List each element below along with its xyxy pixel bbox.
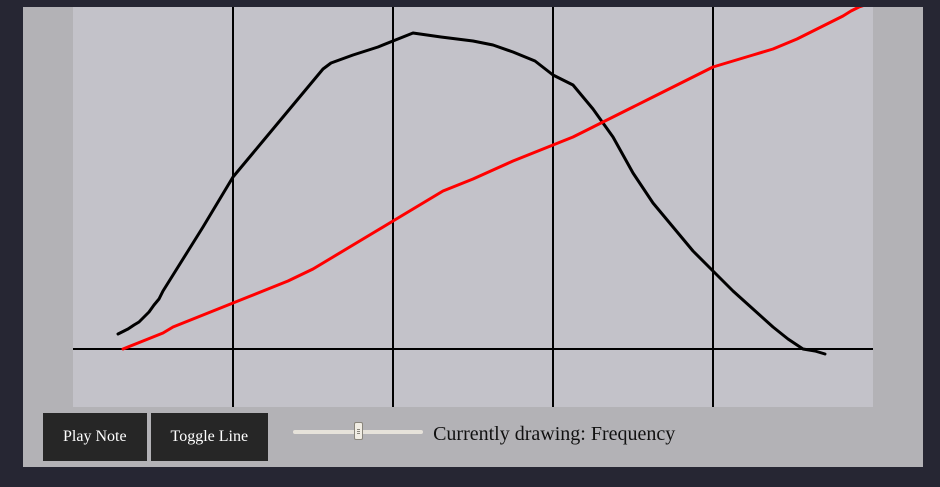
slider-thumb[interactable] — [353, 422, 363, 440]
red-curve-line — [121, 7, 864, 351]
black-curve-line — [116, 31, 827, 356]
chart-svg[interactable] — [73, 7, 873, 407]
toggle-line-button[interactable]: Toggle Line — [150, 413, 269, 461]
drawing-mode-status: Currently drawing: Frequency — [433, 422, 676, 445]
controls-bar: Play Note Toggle Line Currently drawing:… — [43, 413, 675, 461]
frequency-slider[interactable] — [293, 420, 424, 444]
play-note-button[interactable]: Play Note — [43, 413, 147, 461]
app-frame: Play Note Toggle Line Currently drawing:… — [23, 7, 923, 467]
drawing-canvas[interactable] — [73, 7, 873, 407]
